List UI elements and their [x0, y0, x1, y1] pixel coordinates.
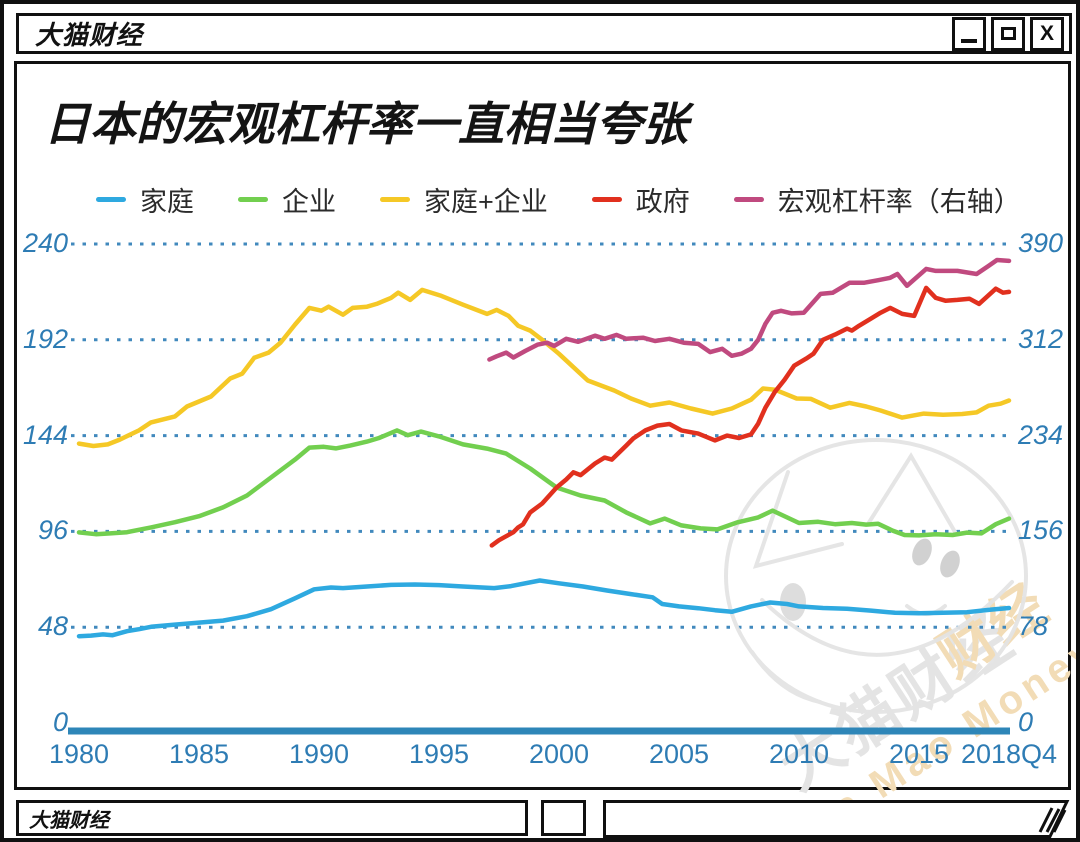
- window-title: 大猫财经: [35, 20, 144, 50]
- legend-item-宏观杠杆率（右轴）[interactable]: 宏观杠杆率（右轴）: [733, 180, 1021, 219]
- legend-label: 家庭+企业: [424, 187, 548, 217]
- y-axis-label-left-0: 0: [52, 707, 68, 737]
- x-axis-label-2005: 2005: [648, 739, 710, 769]
- x-axis-label-2018Q4: 2018Q4: [960, 739, 1058, 769]
- x-axis-label-1990: 1990: [288, 739, 350, 769]
- x-axis-label-1980: 1980: [48, 739, 110, 769]
- legend-label: 企业: [282, 187, 336, 217]
- statusbar-label-box: 大猫财经: [16, 800, 528, 836]
- legend-dash-icon: [238, 197, 268, 202]
- minimize-button[interactable]: [952, 16, 986, 51]
- maximize-button[interactable]: [991, 16, 1025, 51]
- y-axis-label-right-78: 78: [1018, 611, 1049, 642]
- x-axis-label-2015: 2015: [888, 739, 950, 769]
- x-axis-label-2010: 2010: [768, 739, 830, 769]
- y-axis-label-right-390: 390: [1018, 228, 1064, 258]
- legend-item-企业[interactable]: 企业: [238, 180, 336, 219]
- legend-item-政府[interactable]: 政府: [591, 180, 690, 219]
- y-axis-label-right-156: 156: [1018, 515, 1064, 546]
- window-controls: X: [952, 16, 1064, 51]
- legend-item-家庭[interactable]: 家庭: [96, 180, 194, 219]
- x-axis-label-1985: 1985: [168, 739, 230, 769]
- chart-title: 日本的宏观杠杆率一直相当夸张: [44, 98, 688, 150]
- legend-dash-icon: [96, 197, 126, 202]
- legend-label: 家庭: [140, 187, 194, 217]
- maximize-icon: [1000, 27, 1016, 40]
- close-button[interactable]: X: [1030, 16, 1064, 51]
- legend: 家庭 企业 家庭+企业 政府 宏观杠杆率（右轴）: [96, 180, 1021, 219]
- y-axis-label-left-192: 192: [22, 323, 68, 354]
- y-axis-label-left-96: 96: [37, 515, 68, 546]
- y-axis-label-left-48: 48: [37, 611, 68, 642]
- x-axis-label-1995: 1995: [408, 739, 470, 769]
- legend-dash-icon: [591, 197, 622, 202]
- statusbar-label: 大猫财经: [29, 809, 109, 832]
- y-axis-label-left-144: 144: [22, 419, 68, 450]
- y-axis-label-left-240: 240: [22, 228, 68, 258]
- title-bar[interactable]: 大猫财经 X: [16, 13, 1072, 54]
- chart-frame: [14, 61, 1071, 790]
- minimize-icon: [961, 38, 977, 43]
- y-axis-label-right-312: 312: [1018, 323, 1064, 354]
- legend-item-家庭+企业[interactable]: 家庭+企业: [380, 180, 548, 219]
- legend-dash-icon: [733, 197, 764, 202]
- statusbar-small-box: [541, 800, 586, 836]
- close-icon: X: [1039, 22, 1054, 45]
- legend-label: 政府: [635, 187, 690, 217]
- resize-grip[interactable]: [603, 800, 1071, 838]
- x-axis-label-2000: 2000: [528, 739, 590, 769]
- legend-dash-icon: [380, 197, 410, 202]
- y-axis-label-right-234: 234: [1018, 419, 1064, 450]
- legend-label: 宏观杠杆率（右轴）: [777, 187, 1021, 217]
- y-axis-label-right-0: 0: [1018, 707, 1034, 737]
